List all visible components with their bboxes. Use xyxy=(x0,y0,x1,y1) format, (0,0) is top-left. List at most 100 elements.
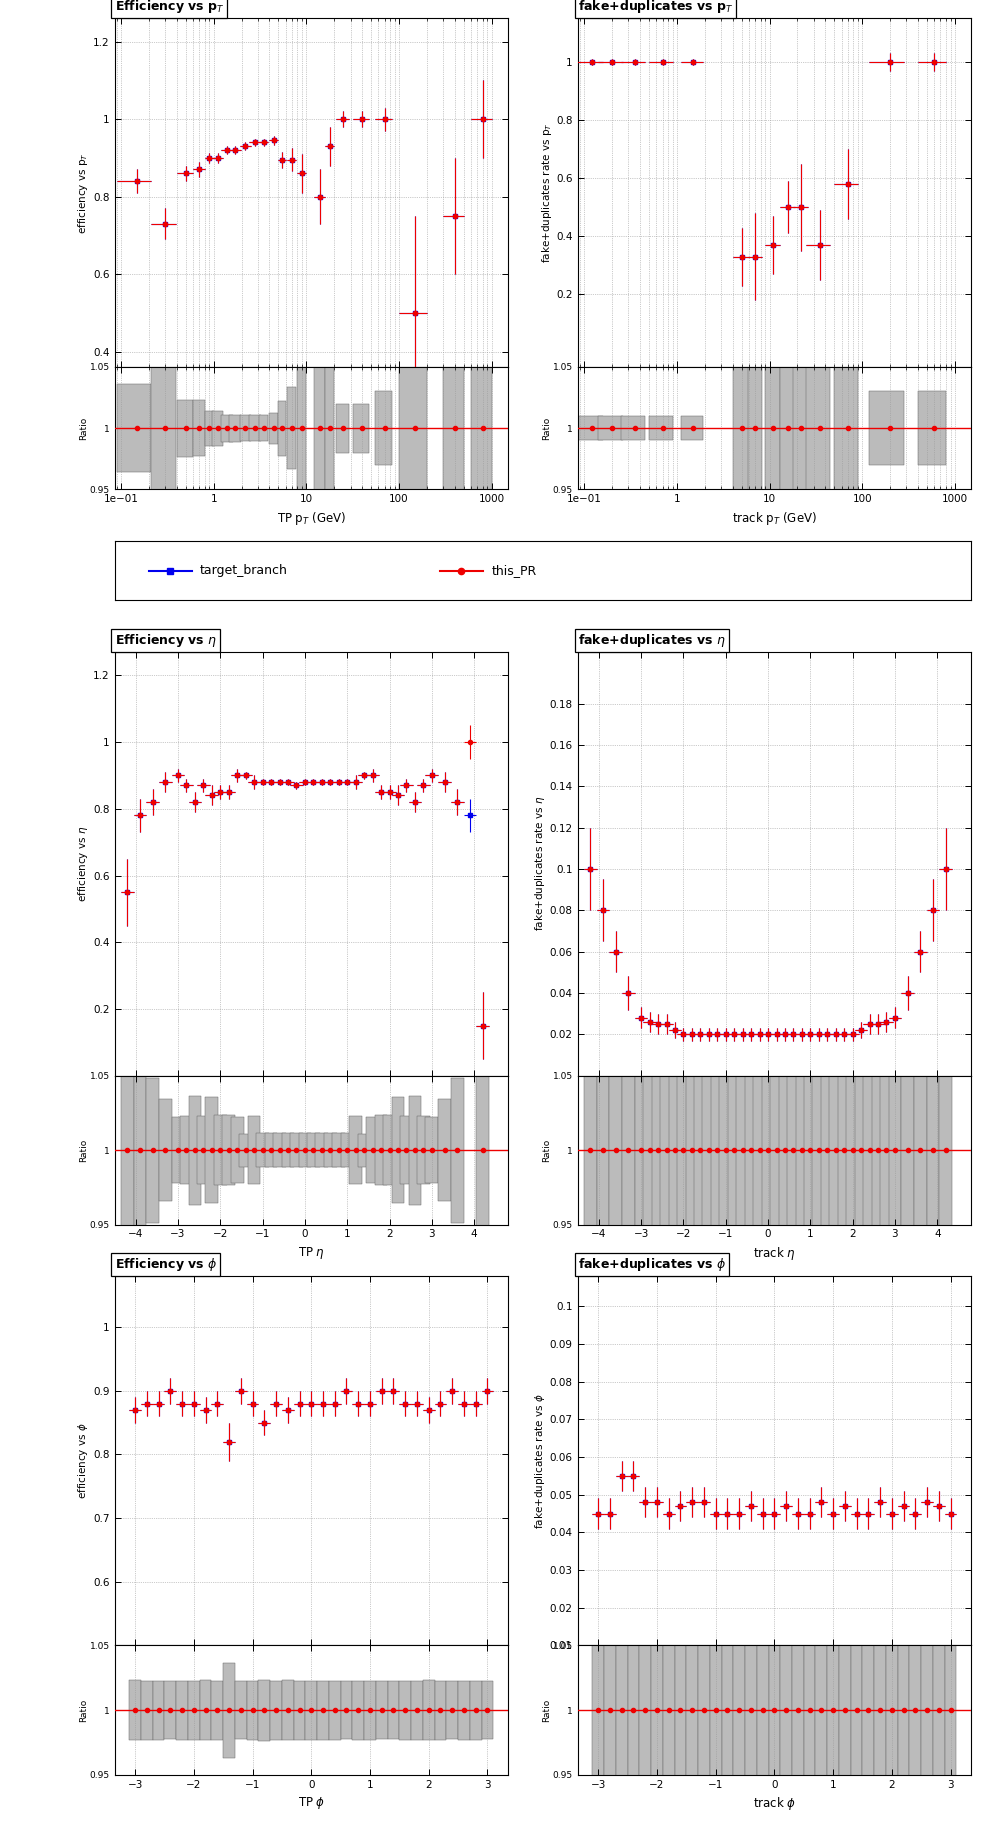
Bar xyxy=(354,404,370,453)
Bar xyxy=(279,401,286,456)
Bar xyxy=(400,1116,412,1184)
Bar xyxy=(235,1681,247,1740)
Y-axis label: Ratio: Ratio xyxy=(542,417,552,440)
Bar xyxy=(677,927,690,1374)
Bar xyxy=(662,1596,674,1825)
Bar xyxy=(863,1596,874,1825)
Bar xyxy=(851,1596,863,1825)
Bar xyxy=(177,399,193,456)
Bar xyxy=(211,1681,223,1740)
Bar xyxy=(838,927,851,1374)
Bar xyxy=(121,879,133,1420)
X-axis label: track $\phi$: track $\phi$ xyxy=(753,1795,796,1812)
Bar xyxy=(864,853,875,1448)
Bar xyxy=(745,927,758,1374)
Bar xyxy=(733,57,749,800)
Bar xyxy=(702,927,715,1374)
Bar xyxy=(627,1616,639,1805)
Bar xyxy=(375,1681,387,1740)
Bar xyxy=(222,1116,235,1186)
Bar xyxy=(307,1134,320,1167)
Bar xyxy=(787,927,800,1374)
Bar xyxy=(660,853,673,1448)
Bar xyxy=(353,1681,365,1740)
Bar xyxy=(443,183,464,672)
Y-axis label: Ratio: Ratio xyxy=(542,1699,552,1721)
Bar xyxy=(886,1596,897,1825)
Bar xyxy=(358,1134,371,1167)
Bar xyxy=(133,1055,146,1245)
Bar xyxy=(270,412,279,443)
Text: Efficiency vs p$_T$: Efficiency vs p$_T$ xyxy=(115,0,224,15)
Bar xyxy=(780,209,796,648)
Bar xyxy=(333,1134,345,1167)
Bar xyxy=(298,356,307,499)
Bar xyxy=(921,1601,933,1817)
Bar xyxy=(205,410,214,445)
X-axis label: track $\eta$: track $\eta$ xyxy=(753,1245,796,1262)
Y-axis label: efficiency vs $\phi$: efficiency vs $\phi$ xyxy=(77,1422,91,1500)
Bar xyxy=(793,61,808,796)
Bar xyxy=(847,927,859,1374)
Bar xyxy=(408,1095,421,1204)
Bar xyxy=(117,384,151,473)
Bar xyxy=(214,1116,227,1186)
Bar xyxy=(807,31,830,826)
Bar xyxy=(674,1600,686,1821)
Bar xyxy=(306,1681,317,1740)
Bar xyxy=(933,1600,944,1821)
Bar xyxy=(622,416,644,440)
Bar xyxy=(610,901,622,1398)
Bar xyxy=(685,927,698,1374)
Bar xyxy=(239,1134,252,1167)
Bar xyxy=(438,1099,451,1201)
Bar xyxy=(872,853,884,1448)
Bar xyxy=(914,901,926,1398)
Text: target_branch: target_branch xyxy=(200,563,288,578)
Bar xyxy=(839,1600,851,1821)
Bar xyxy=(855,879,868,1420)
Bar xyxy=(897,1600,909,1821)
Bar xyxy=(188,1095,201,1204)
Text: Efficiency vs $\eta$: Efficiency vs $\eta$ xyxy=(115,632,217,648)
Bar xyxy=(639,1601,651,1817)
Bar xyxy=(828,1596,839,1825)
Bar xyxy=(129,1681,141,1740)
Bar xyxy=(597,872,610,1430)
Bar xyxy=(918,392,946,465)
Bar xyxy=(350,1116,362,1184)
Bar xyxy=(159,1099,171,1201)
Bar xyxy=(593,1596,605,1825)
Bar xyxy=(193,401,205,456)
Bar xyxy=(146,1077,159,1223)
Bar xyxy=(804,1596,816,1825)
Y-axis label: fake+duplicates rate vs $\phi$: fake+duplicates rate vs $\phi$ xyxy=(533,1393,547,1529)
Y-axis label: Ratio: Ratio xyxy=(79,1138,89,1162)
Bar xyxy=(374,1116,387,1186)
Bar xyxy=(317,1681,329,1740)
Bar xyxy=(694,927,707,1374)
Bar xyxy=(451,1077,463,1223)
Bar xyxy=(796,927,808,1374)
Bar xyxy=(326,362,335,493)
Bar xyxy=(830,927,842,1374)
Bar xyxy=(719,927,732,1374)
Bar xyxy=(383,1116,395,1186)
Bar xyxy=(643,864,656,1437)
Bar xyxy=(314,321,326,536)
Bar xyxy=(247,1681,258,1740)
Text: this_PR: this_PR xyxy=(491,563,537,578)
Bar xyxy=(721,1596,733,1825)
Bar xyxy=(769,1596,780,1825)
Bar xyxy=(434,1681,446,1740)
Bar xyxy=(265,1134,278,1167)
Bar xyxy=(736,927,749,1374)
Bar xyxy=(258,1679,270,1740)
Bar xyxy=(470,1681,481,1740)
Bar xyxy=(374,392,392,465)
Bar xyxy=(240,416,251,441)
Bar xyxy=(164,1681,176,1740)
Bar xyxy=(728,927,741,1374)
Bar xyxy=(299,1134,311,1167)
Text: fake+duplicates vs $\eta$: fake+duplicates vs $\eta$ xyxy=(578,632,726,648)
